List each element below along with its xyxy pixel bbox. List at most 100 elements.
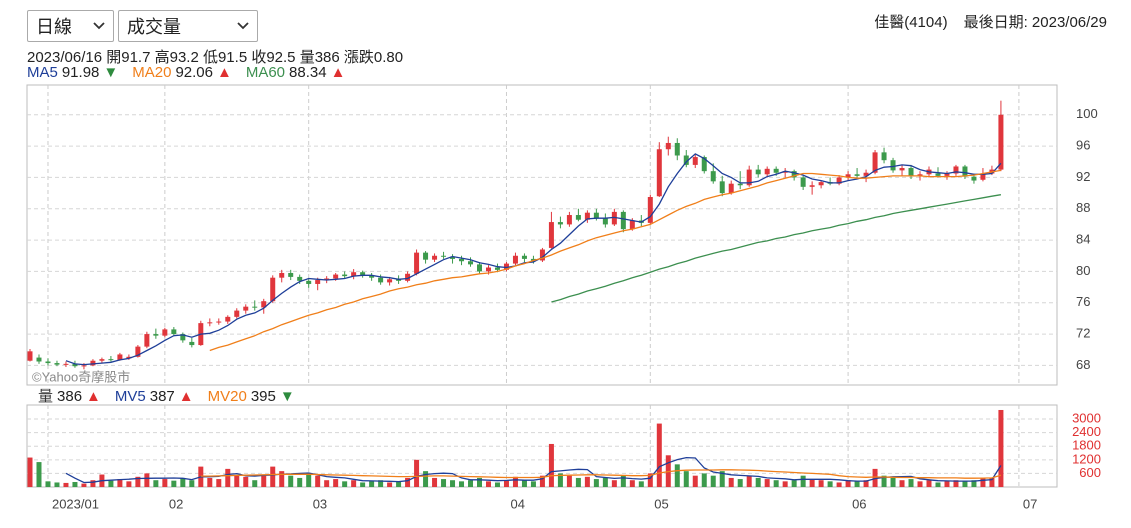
volume-bar (980, 478, 986, 487)
candle-body (117, 354, 123, 360)
candle-body (99, 359, 105, 361)
candle-body (656, 149, 662, 197)
volume-legend: 量 386 ▲ MV5 387 ▲ MV20 395 ▼ (38, 385, 309, 406)
candle-body (755, 169, 761, 175)
volume-bar (126, 481, 132, 487)
candle-body (144, 334, 150, 347)
candle-body (207, 322, 213, 324)
volume-bar (324, 480, 330, 487)
candle-body (63, 363, 69, 365)
volume-bar (557, 473, 563, 487)
legend-trend: ▲ (178, 388, 194, 405)
volume-bar (117, 479, 123, 487)
volume-bar (782, 481, 788, 487)
volume-bar (953, 480, 959, 487)
candle-body (252, 306, 258, 308)
volume-bar (306, 473, 312, 487)
candle-body (548, 222, 554, 248)
candle-body (225, 316, 231, 322)
legend-trend: ▲ (216, 64, 232, 81)
legend-name: MV20 (207, 388, 247, 405)
candle-body (665, 142, 671, 150)
period-select[interactable]: 日線 (27, 10, 114, 42)
volume-bar (63, 482, 69, 487)
volume-bar (701, 473, 707, 487)
line (65, 153, 1002, 366)
candle-body (701, 157, 707, 172)
legend-value: 395 (250, 388, 276, 405)
period-text: 日線 (36, 17, 72, 37)
candle-body (297, 276, 303, 281)
volume-bar (144, 473, 150, 487)
volume-bar (180, 477, 186, 487)
volume-bar (926, 480, 932, 487)
line (209, 169, 1002, 352)
candle-body (935, 173, 941, 176)
candle-body (800, 177, 806, 187)
volume-bar (818, 480, 824, 487)
candle-body (980, 173, 986, 180)
volume-bar (908, 479, 914, 487)
volume-bar (683, 471, 689, 487)
candle-body (818, 182, 824, 186)
volume-bar (710, 475, 716, 487)
volume-bar (432, 477, 438, 487)
candle-body (216, 321, 222, 323)
candle-body (845, 174, 851, 178)
candle-body (81, 365, 87, 367)
x-tick-label: 04 (510, 496, 524, 511)
volume-bar (225, 468, 231, 487)
volume-bar (800, 475, 806, 487)
candle-body (854, 174, 860, 176)
candle-body (782, 171, 788, 173)
candle-body (450, 256, 456, 259)
candle-body (773, 168, 779, 173)
indicator-select[interactable]: 成交量 (118, 10, 258, 42)
candle-body (342, 274, 348, 277)
candle-body (333, 274, 339, 279)
volume-bar (611, 480, 617, 487)
candle-body (459, 258, 465, 262)
legend-value: 91.98 (61, 64, 100, 81)
y-tick-label: 600 (1079, 465, 1101, 480)
candle-body (279, 272, 285, 278)
y-tick-label: 3000 (1072, 410, 1101, 425)
x-tick-label: 2023/01 (52, 496, 99, 511)
volume-bar (638, 481, 644, 487)
volume-bar (602, 477, 608, 487)
volume-bar (468, 480, 474, 487)
candle-body (737, 183, 743, 186)
volume-bar (279, 471, 285, 487)
candle-body (620, 211, 626, 230)
candle-body (584, 212, 590, 220)
legend-name: MA60 (245, 64, 286, 81)
candle-body (647, 197, 653, 223)
candle-body (611, 211, 617, 225)
candle-body (135, 346, 141, 357)
candle-body (719, 181, 725, 194)
legend-value: 88.34 (289, 64, 327, 81)
chevron (237, 22, 249, 30)
candle-body (441, 255, 447, 257)
volume-bar (917, 481, 923, 487)
volume-bar (351, 480, 357, 487)
candle-body (45, 361, 51, 364)
volume-bar (387, 482, 393, 487)
volume-bar (27, 457, 33, 487)
candle-body (27, 351, 33, 361)
candle-body (468, 261, 474, 265)
volume-bar (845, 480, 851, 487)
volume-bar (836, 482, 842, 487)
candle-body (270, 277, 276, 302)
candle-body (180, 334, 186, 341)
volume-bar (54, 482, 60, 487)
candle-body (593, 212, 599, 219)
volume-bar (755, 477, 761, 487)
candle-body (315, 280, 321, 284)
candle-body (378, 277, 384, 283)
legend-value: 387 (149, 388, 175, 405)
candle-body (908, 168, 914, 176)
y-tick-label: 76 (1076, 294, 1090, 309)
